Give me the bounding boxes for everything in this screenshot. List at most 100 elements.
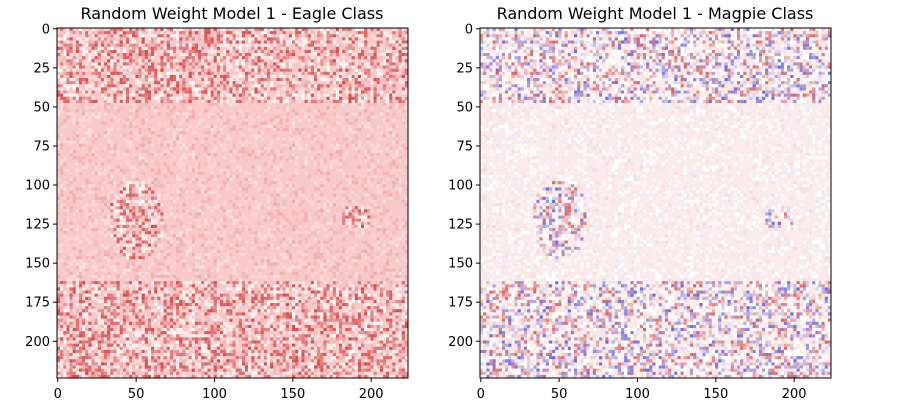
heatmap-cell	[301, 199, 305, 204]
heatmap-cell	[119, 299, 123, 304]
heatmap-cell	[91, 284, 95, 288]
heatmap-cell	[279, 181, 283, 185]
heatmap-cell	[251, 284, 255, 288]
heatmap-cell	[91, 46, 95, 50]
heatmap-cell	[179, 99, 183, 104]
heatmap-cell	[295, 168, 299, 172]
heatmap-cell	[241, 62, 246, 66]
heatmap-cell	[379, 46, 383, 50]
heatmap-cell	[188, 146, 192, 150]
heatmap-cell	[60, 243, 64, 247]
heatmap-cell	[370, 56, 374, 60]
heatmap-cell	[401, 171, 405, 175]
heatmap-cell	[263, 284, 268, 288]
heatmap-cell	[198, 203, 202, 207]
heatmap-cell	[238, 53, 242, 57]
heatmap-cell	[154, 153, 158, 157]
heatmap-cell	[97, 168, 101, 172]
heatmap-cell	[351, 224, 355, 229]
heatmap-cell	[157, 34, 161, 38]
heatmap-cell	[392, 112, 396, 116]
heatmap-cell	[276, 90, 280, 94]
heatmap-cell	[395, 196, 399, 200]
heatmap-cell	[260, 90, 264, 94]
heatmap-cell	[113, 62, 117, 66]
heatmap-cell	[100, 28, 105, 32]
heatmap-cell	[210, 115, 214, 119]
heatmap-cell	[310, 224, 315, 229]
heatmap-cell	[207, 99, 211, 104]
heatmap-cell	[144, 93, 148, 97]
heatmap-cell	[154, 218, 158, 222]
heatmap-cell	[282, 221, 286, 225]
heatmap-cell	[386, 178, 390, 182]
heatmap-cell	[248, 71, 252, 75]
heatmap-cell	[110, 124, 114, 129]
heatmap-cell	[339, 96, 343, 100]
heatmap-cell	[238, 93, 242, 97]
heatmap-cell	[389, 174, 393, 179]
heatmap-cell	[348, 84, 352, 88]
heatmap-cell	[313, 224, 318, 229]
heatmap-cell	[132, 31, 136, 35]
heatmap-cell	[60, 159, 64, 163]
heatmap-cell	[326, 284, 330, 288]
heatmap-cell	[339, 206, 343, 210]
heatmap-cell	[194, 124, 199, 129]
heatmap-cell	[360, 265, 365, 269]
heatmap-cell	[310, 140, 315, 144]
heatmap-cell	[151, 234, 155, 238]
heatmap-cell	[307, 81, 311, 85]
heatmap-cell	[310, 78, 315, 82]
heatmap-cell	[392, 131, 396, 135]
heatmap-cell	[317, 168, 321, 172]
heatmap-cell	[100, 53, 105, 57]
heatmap-cell	[370, 256, 374, 260]
heatmap-cell	[238, 46, 242, 50]
heatmap-cell	[182, 65, 186, 69]
heatmap-cell	[204, 31, 208, 35]
heatmap-cell	[107, 259, 111, 263]
heatmap-cell	[122, 284, 126, 288]
heatmap-cell	[241, 290, 246, 294]
heatmap-cell	[370, 199, 374, 204]
heatmap-cell	[307, 43, 311, 47]
heatmap-cell	[386, 271, 390, 275]
heatmap-cell	[392, 240, 396, 244]
heatmap-cell	[216, 118, 221, 122]
heatmap-cell	[169, 84, 173, 88]
heatmap-cell	[144, 237, 148, 241]
heatmap-cell	[69, 237, 73, 241]
heatmap-cell	[292, 224, 296, 229]
heatmap-cell	[157, 181, 161, 185]
heatmap-cell	[129, 196, 133, 200]
heatmap-cell	[213, 140, 217, 144]
heatmap-cell	[138, 28, 142, 32]
heatmap-cell	[317, 87, 321, 91]
heatmap-cell	[342, 162, 346, 166]
heatmap-cell	[176, 96, 180, 100]
heatmap-cell	[182, 209, 186, 213]
heatmap-cell	[213, 56, 217, 60]
heatmap-cell	[207, 287, 211, 291]
heatmap-cell	[219, 237, 224, 241]
heatmap-cell	[373, 46, 377, 50]
heatmap-cell	[107, 193, 111, 197]
heatmap-cell	[339, 181, 343, 185]
heatmap-cell	[191, 81, 195, 85]
heatmap-cell	[326, 293, 330, 297]
heatmap-cell	[279, 153, 283, 157]
heatmap-cell	[144, 203, 148, 207]
heatmap-cell	[185, 178, 189, 182]
heatmap-cell	[266, 293, 271, 297]
heatmap-cell	[94, 287, 98, 291]
heatmap-cell	[204, 162, 208, 166]
heatmap-cell	[288, 74, 293, 79]
heatmap-cell	[91, 53, 95, 57]
heatmap-cell	[169, 299, 173, 304]
heatmap-cell	[404, 68, 409, 72]
heatmap-cell	[323, 78, 327, 82]
heatmap-cell	[245, 193, 249, 197]
heatmap-cell	[66, 31, 70, 35]
heatmap-cell	[398, 293, 402, 297]
